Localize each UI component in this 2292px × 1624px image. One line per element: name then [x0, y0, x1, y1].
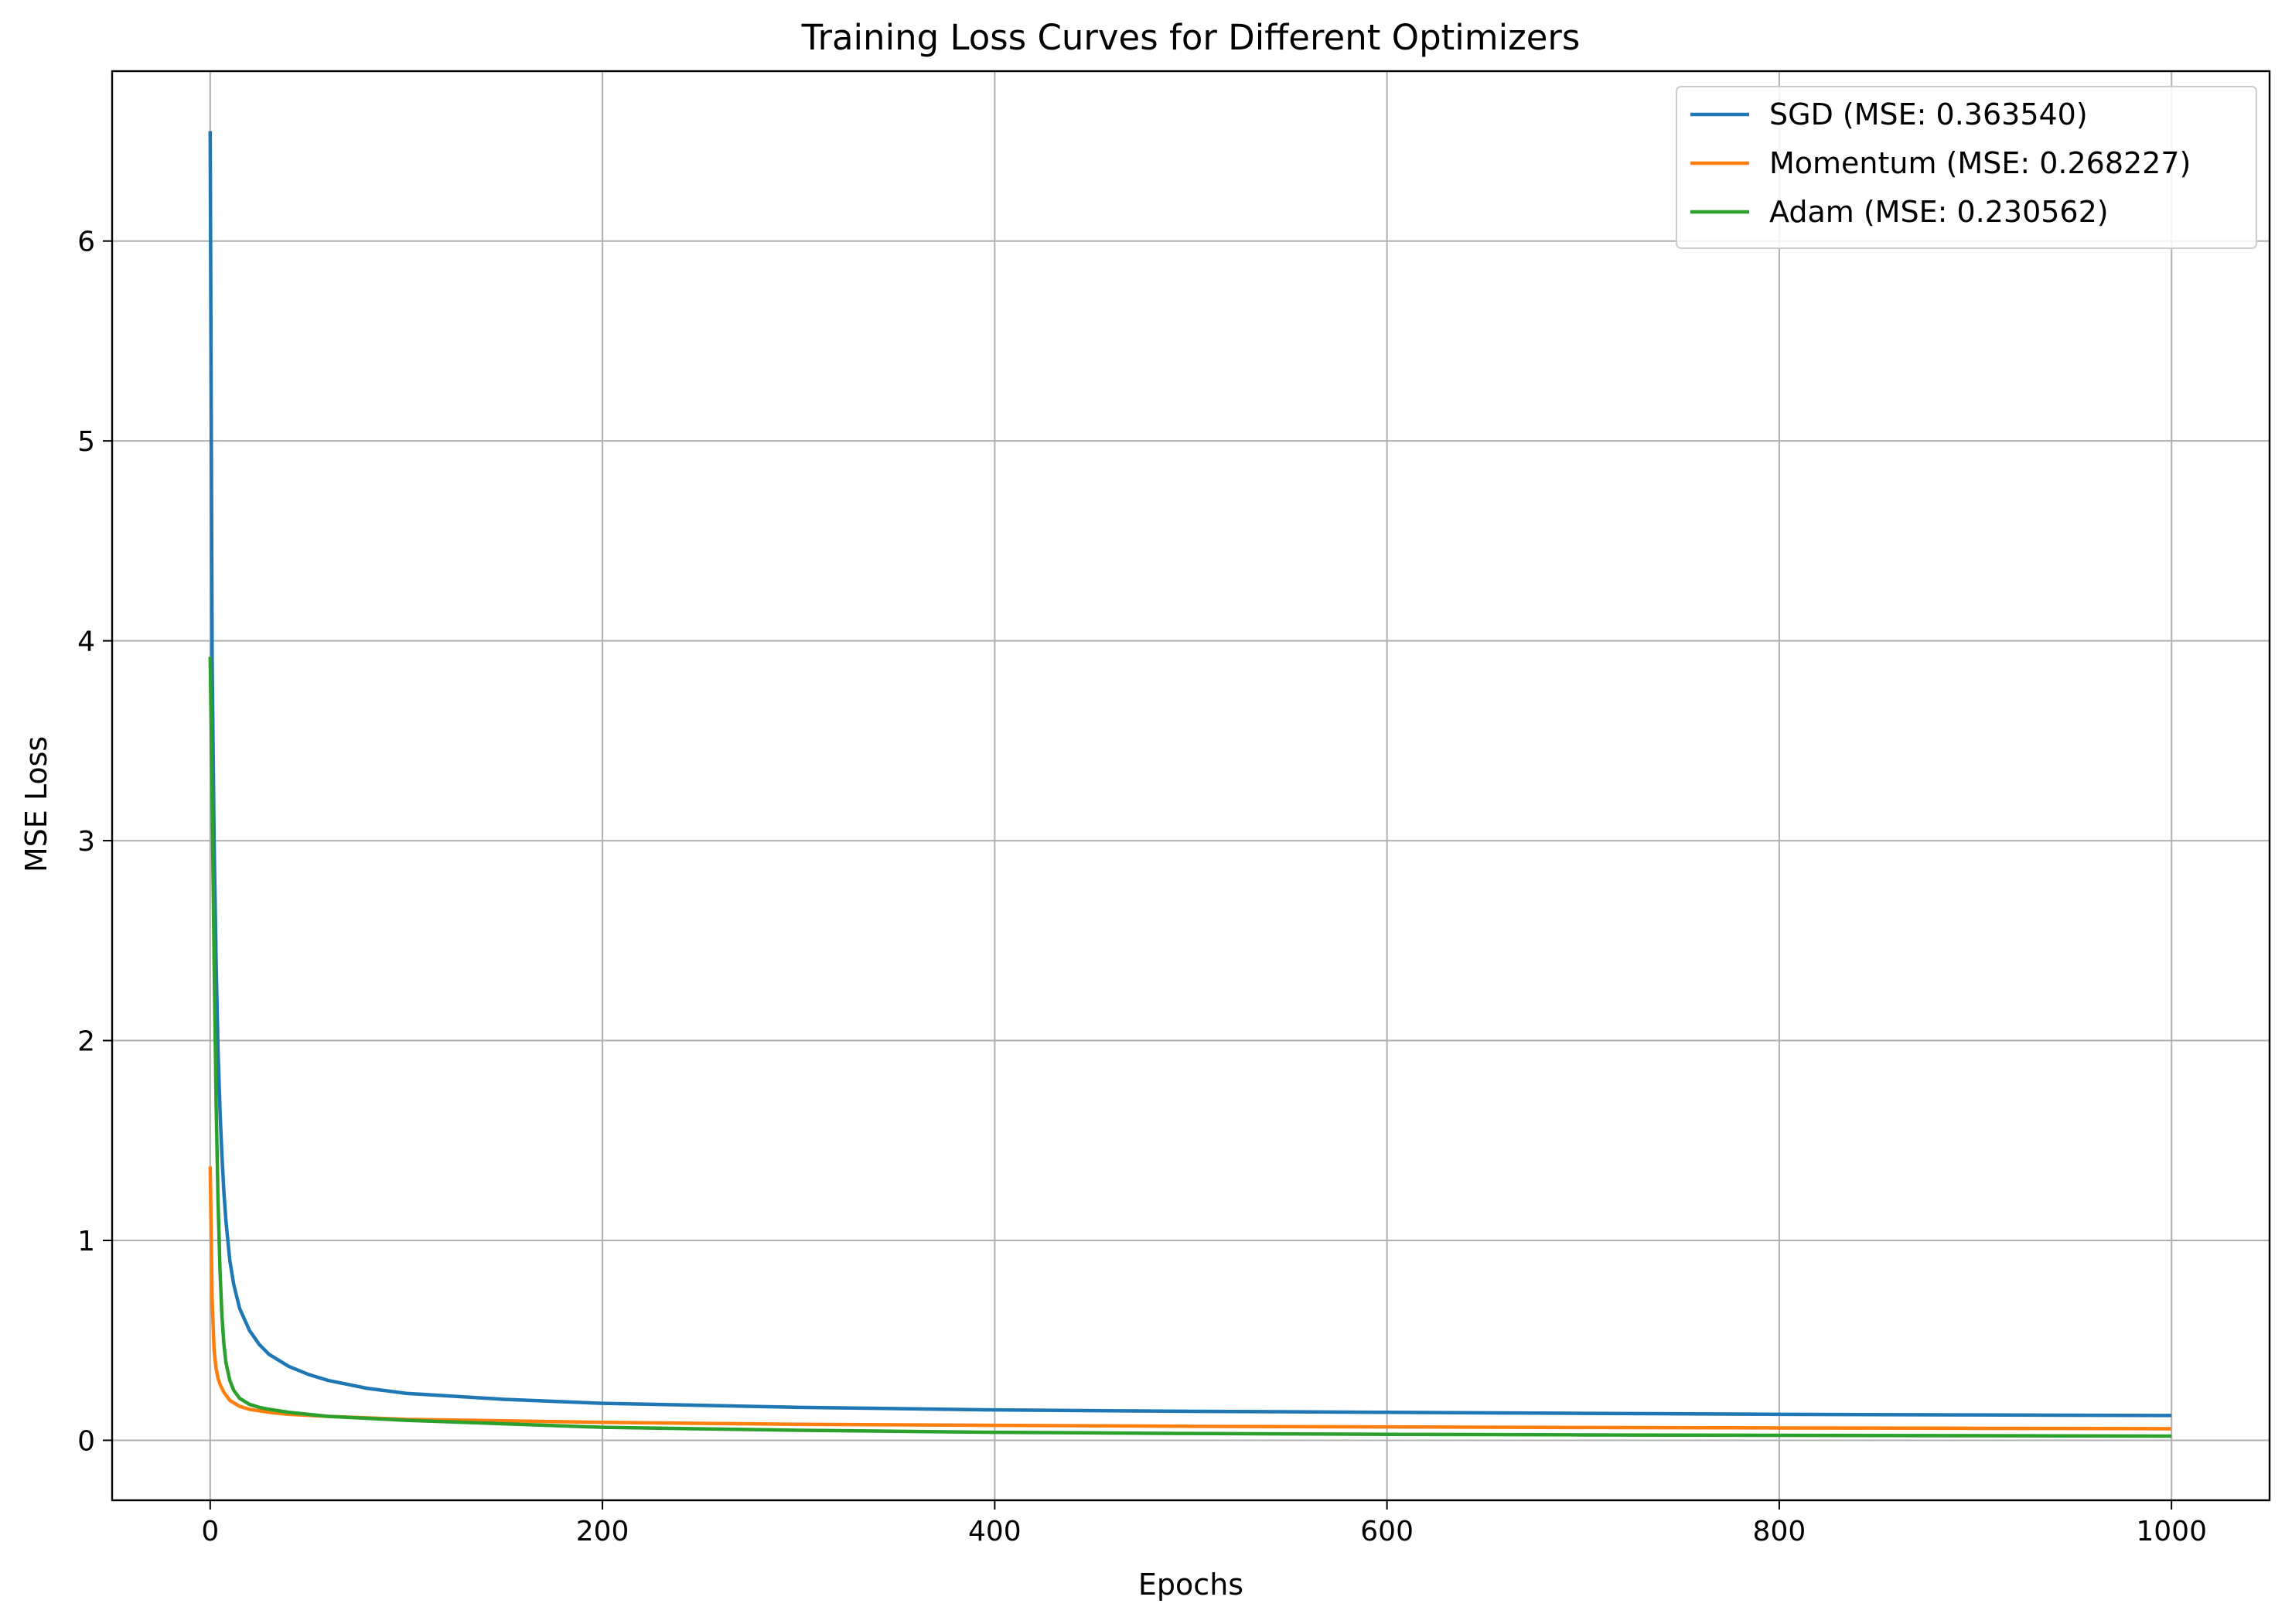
x-tick-label: 400 [968, 1516, 1022, 1547]
legend-label-1: Momentum (MSE: 0.268227) [1769, 146, 2191, 180]
y-tick-label: 4 [77, 626, 95, 658]
plot-frame [111, 70, 2271, 1502]
y-tick-label: 2 [77, 1026, 95, 1058]
series-line-0 [208, 131, 2172, 1418]
y-tick-label: 0 [77, 1425, 95, 1457]
series-layer [208, 131, 2172, 1438]
grid [112, 71, 2270, 1500]
legend: SGD (MSE: 0.363540) Momentum (MSE: 0.2682… [1676, 86, 2257, 249]
x-tick-label: 600 [1360, 1516, 1414, 1547]
y-ticks: 0 1 2 3 4 5 6 [77, 227, 112, 1457]
legend-label-0: SGD (MSE: 0.363540) [1769, 97, 2088, 131]
y-tick-label: 5 [77, 426, 95, 458]
x-ticks: 0 200 400 600 800 1000 [201, 1500, 2207, 1547]
chart-title: Training Loss Curves for Different Optim… [801, 17, 1581, 58]
series-line-1 [208, 1166, 2172, 1431]
legend-box [1676, 86, 2257, 249]
y-tick-label: 1 [77, 1226, 95, 1257]
x-tick-label: 200 [576, 1516, 629, 1547]
x-tick-label: 0 [201, 1516, 219, 1547]
y-tick-label: 6 [77, 227, 95, 258]
x-tick-label: 1000 [2136, 1516, 2207, 1547]
y-tick-label: 3 [77, 826, 95, 858]
legend-label-2: Adam (MSE: 0.230562) [1769, 195, 2109, 229]
x-axis-label: Epochs [1138, 1568, 1243, 1602]
y-axis-label: MSE Loss [19, 736, 53, 872]
series-line-2 [208, 657, 2172, 1438]
x-tick-label: 800 [1753, 1516, 1806, 1547]
